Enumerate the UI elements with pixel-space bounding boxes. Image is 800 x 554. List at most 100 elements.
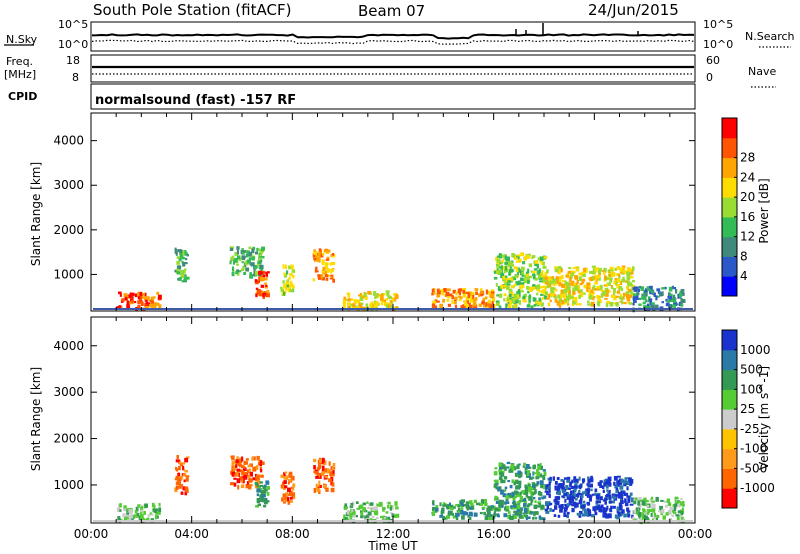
heatmap-cell: [484, 502, 488, 507]
heatmap-cell: [468, 517, 472, 521]
heatmap-cell: [566, 514, 569, 519]
heatmap-cell: [513, 466, 517, 471]
heatmap-cell: [180, 491, 184, 495]
heatmap-cell: [144, 302, 149, 307]
heatmap-cell: [533, 268, 538, 271]
heatmap-cell: [509, 297, 514, 301]
heatmap-cell: [620, 500, 624, 505]
heatmap-cell: [556, 279, 560, 284]
heatmap-cell: [475, 291, 478, 296]
heatmap-cell: [350, 503, 354, 506]
heatmap-cell: [515, 485, 519, 490]
heatmap-cell: [507, 480, 511, 483]
heatmap-cell: [560, 274, 564, 280]
heatmap-cell: [231, 471, 236, 477]
heatmap-cell: [509, 495, 512, 498]
heatmap-cell: [512, 507, 516, 510]
heatmap-cell: [535, 511, 539, 515]
freq-tick-top: 18: [66, 54, 80, 67]
heatmap-cell: [595, 494, 600, 497]
heatmap-cell: [460, 501, 464, 506]
heatmap-cell: [490, 506, 493, 511]
heatmap-cell: [538, 302, 542, 306]
heatmap-cell: [610, 285, 613, 289]
heatmap-cell: [528, 298, 531, 303]
heatmap-cell: [582, 278, 586, 282]
heatmap-cell: [367, 507, 371, 510]
heatmap-cell: [394, 501, 398, 506]
heatmap-cell: [431, 303, 436, 308]
heatmap-cell: [539, 280, 543, 283]
heatmap-cell: [587, 476, 590, 479]
heatmap-cell: [285, 492, 288, 497]
heatmap-cell: [313, 458, 317, 463]
heatmap-cell: [525, 517, 528, 522]
heatmap-cell: [542, 289, 546, 293]
heatmap-cell: [574, 282, 578, 286]
heatmap-cell: [434, 305, 438, 309]
heatmap-cell: [236, 468, 241, 472]
heatmap-cell: [321, 465, 325, 471]
heatmap-cell: [557, 490, 561, 496]
heatmap-cell: [650, 513, 653, 517]
heatmap-cell: [467, 514, 470, 518]
nsearch-label: N.Search: [745, 30, 795, 43]
nsearch-tick-bottom: 10^0: [703, 38, 733, 51]
heatmap-cell: [605, 514, 609, 519]
heatmap-cell: [186, 276, 190, 280]
colorbar-tick-label: 20: [740, 190, 755, 204]
heatmap-cell: [494, 497, 497, 501]
heatmap-cell: [133, 301, 137, 304]
heatmap-cell: [526, 304, 530, 308]
heatmap-cell: [590, 477, 594, 483]
heatmap-cell: [529, 476, 533, 480]
heatmap-cell: [318, 480, 321, 486]
heatmap-cell: [504, 501, 507, 505]
heatmap-cell: [673, 511, 677, 515]
heatmap-cell: [523, 279, 527, 284]
heatmap-cell: [527, 473, 531, 478]
heatmap-cell: [621, 300, 624, 305]
heatmap-cell: [591, 265, 596, 268]
heatmap-cell: [639, 497, 643, 500]
heatmap-cell: [259, 271, 264, 275]
heatmap-cell: [524, 256, 527, 261]
heatmap-cell: [518, 280, 521, 285]
heatmap-cell: [266, 492, 270, 496]
heatmap-cell: [175, 459, 180, 463]
heatmap-cell: [653, 512, 656, 518]
heatmap-cell: [250, 478, 253, 483]
heatmap-cell: [576, 485, 580, 489]
heatmap-cell: [318, 248, 322, 253]
heatmap-cell: [676, 303, 679, 306]
heatmap-cell: [520, 266, 525, 271]
heatmap-cell: [680, 511, 683, 516]
heatmap-cell: [456, 512, 460, 517]
heatmap-cell: [362, 507, 367, 512]
heatmap-cell: [503, 254, 506, 260]
heatmap-cell: [240, 484, 245, 489]
heatmap-cell: [531, 270, 536, 273]
heatmap-cell: [123, 507, 127, 511]
heatmap-cell: [643, 514, 646, 520]
heatmap-cell: [235, 464, 238, 468]
heatmap-cell: [618, 286, 623, 290]
heatmap-cell: [533, 472, 537, 475]
heatmap-cell: [495, 513, 498, 516]
heatmap-cell: [547, 280, 552, 285]
heatmap-cell: [564, 300, 567, 303]
heatmap-cell: [357, 299, 361, 303]
heatmap-cell: [539, 492, 543, 497]
heatmap-cell: [395, 506, 399, 510]
nsky-label: N.Sky: [6, 33, 38, 46]
heatmap-cell: [140, 509, 143, 513]
heatmap-cell: [135, 515, 138, 518]
heatmap-cell: [266, 500, 270, 503]
heatmap-cell: [650, 306, 654, 309]
freq-tick-bottom: 8: [72, 71, 79, 84]
heatmap-cell: [525, 514, 528, 519]
heatmap-cell: [146, 296, 150, 301]
heatmap-cell: [623, 513, 627, 518]
heatmap-cell: [292, 284, 295, 289]
heatmap-cell: [153, 508, 158, 513]
